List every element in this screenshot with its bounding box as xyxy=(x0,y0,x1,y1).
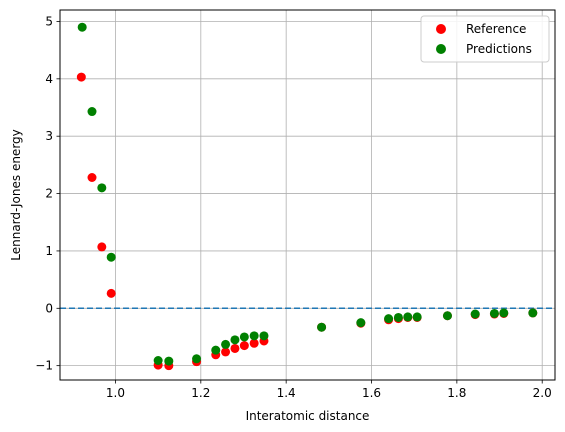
y-tick-label: −1 xyxy=(35,359,53,373)
point-predictions xyxy=(164,356,174,366)
point-predictions xyxy=(499,308,509,318)
y-tick-label: 1 xyxy=(45,244,53,258)
point-predictions xyxy=(259,331,269,341)
point-predictions xyxy=(97,183,107,193)
point-predictions xyxy=(317,322,327,332)
point-predictions xyxy=(412,312,422,322)
point-predictions xyxy=(77,22,87,32)
x-tick-label: 1.4 xyxy=(277,386,296,400)
x-tick-label: 1.6 xyxy=(362,386,381,400)
point-predictions xyxy=(528,308,538,318)
axis-ticks: 1.0 1.2 1.4 1.6 1.8 2.0 −1 0 1 2 3 4 5 xyxy=(35,14,551,400)
y-tick-label: 2 xyxy=(45,187,53,201)
legend-label-predictions: Predictions xyxy=(466,42,532,56)
y-tick-label: 4 xyxy=(45,72,53,86)
point-predictions xyxy=(87,107,97,117)
point-predictions xyxy=(489,308,499,318)
point-predictions xyxy=(153,355,163,365)
y-tick-label: 3 xyxy=(45,129,53,143)
point-predictions xyxy=(192,354,202,364)
point-reference xyxy=(87,173,97,183)
point-reference xyxy=(97,242,107,252)
point-predictions xyxy=(393,312,403,322)
legend-box xyxy=(420,15,550,63)
legend: Reference Predictions xyxy=(420,15,550,63)
point-predictions xyxy=(221,339,231,349)
point-predictions xyxy=(106,252,116,262)
point-predictions xyxy=(211,345,221,355)
y-tick-label: 0 xyxy=(45,301,53,315)
point-reference xyxy=(76,72,86,82)
data-points xyxy=(76,22,538,371)
point-reference xyxy=(249,338,259,348)
point-reference xyxy=(221,347,231,357)
point-reference xyxy=(239,341,249,351)
x-tick-label: 1.2 xyxy=(191,386,210,400)
x-tick-label: 1.0 xyxy=(106,386,125,400)
point-predictions xyxy=(230,335,240,345)
y-tick-label: 5 xyxy=(45,14,53,28)
point-predictions xyxy=(470,309,480,319)
x-tick-label: 1.8 xyxy=(447,386,466,400)
point-predictions xyxy=(442,311,452,321)
point-predictions xyxy=(403,312,413,322)
legend-label-reference: Reference xyxy=(466,22,526,36)
plot-frame xyxy=(59,9,556,381)
point-predictions xyxy=(356,318,366,328)
x-axis-label: Interatomic distance xyxy=(246,409,370,423)
legend-marker-reference xyxy=(436,24,446,34)
point-predictions xyxy=(249,331,259,341)
x-tick-label: 2.0 xyxy=(533,386,552,400)
legend-marker-predictions xyxy=(436,44,446,54)
point-predictions xyxy=(239,332,249,342)
point-predictions xyxy=(384,314,394,324)
y-axis-label: Lennard-Jones energy xyxy=(9,129,23,261)
point-reference xyxy=(106,288,116,298)
point-reference xyxy=(230,343,240,353)
